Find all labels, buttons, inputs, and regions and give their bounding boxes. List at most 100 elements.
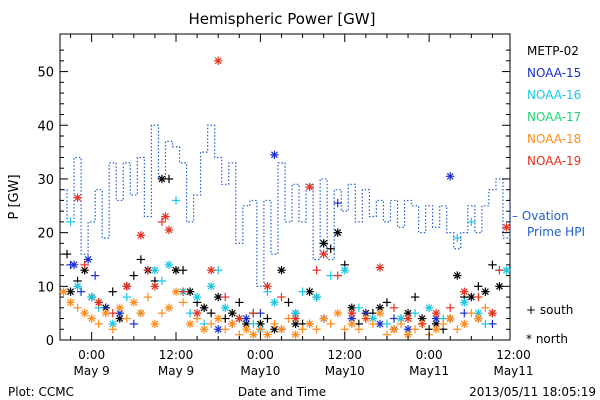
point-metp-02-plus (178, 266, 188, 275)
point-noaa-18-plus (143, 292, 153, 302)
x-tick-time-label: 12:00 (159, 348, 194, 362)
point-noaa-19-star (431, 308, 441, 318)
point-metp-02-plus (235, 298, 244, 307)
point-noaa-18-star (199, 325, 209, 334)
legend: METP-02 NOAA-15 NOAA-16 NOAA-17 NOAA-18 NOAA-… (512, 44, 585, 239)
x-tick-time-label: 0:00 (78, 348, 105, 362)
point-noaa-16-star (340, 266, 349, 275)
legend-ovation-line2: Prime HPI (527, 225, 585, 239)
point-noaa-18-star (375, 308, 385, 318)
point-metp-02-star (495, 282, 504, 291)
y-tick-label: 20 (37, 227, 54, 242)
point-metp-02-star (305, 287, 314, 296)
x-tick-date-label: May 9 (158, 364, 194, 378)
point-noaa-15-plus (389, 314, 399, 323)
plot-border (59, 33, 511, 341)
point-metp-02-star (453, 271, 462, 280)
point-noaa-19-star (206, 266, 216, 275)
point-noaa-15-star (446, 172, 455, 181)
point-metp-02-plus (410, 292, 420, 302)
point-noaa-15-plus (90, 271, 100, 280)
point-noaa-16-plus (122, 292, 131, 302)
legend-north-symbol: * north (526, 332, 568, 346)
point-noaa-18-plus (206, 319, 216, 329)
point-noaa-18-star (115, 303, 124, 312)
point-noaa-16-star (150, 266, 160, 275)
point-metp-02-plus (206, 308, 216, 318)
point-noaa-16-star (424, 303, 434, 312)
point-noaa-18-star (164, 303, 174, 312)
point-noaa-19-star (136, 231, 146, 240)
point-noaa-18-star (319, 314, 328, 323)
point-noaa-18-star (171, 287, 181, 296)
x-tick-time-label: 0:00 (416, 348, 443, 362)
point-metp-02-star (481, 287, 490, 296)
point-noaa-19-star (164, 225, 174, 235)
point-metp-02-star (403, 308, 413, 318)
point-noaa-16-plus (157, 276, 167, 286)
point-noaa-18-star (474, 314, 483, 323)
point-noaa-18-star (228, 319, 237, 329)
point-noaa-15-plus (256, 308, 265, 318)
point-noaa-19-plus (446, 303, 455, 312)
point-noaa-16-plus (171, 196, 181, 205)
point-metp-02-star (228, 308, 237, 318)
y-axis-label: P [GW] (7, 174, 22, 219)
point-noaa-16-star (270, 298, 279, 307)
point-noaa-16-plus (453, 233, 462, 243)
point-noaa-18-star (66, 298, 75, 307)
point-noaa-19-star (192, 308, 202, 318)
point-noaa-19-plus (389, 303, 399, 312)
point-noaa-18-plus (410, 325, 420, 334)
point-noaa-15-star (83, 255, 93, 264)
point-noaa-15-star (242, 314, 251, 323)
point-noaa-19-star (502, 223, 511, 232)
x-tick-date-label: May 9 (74, 364, 110, 378)
point-noaa-18-star (101, 308, 110, 318)
point-noaa-19-star (375, 263, 385, 272)
point-metp-02-plus (108, 287, 117, 296)
plot-area (59, 33, 511, 341)
y-tick-label: 40 (37, 119, 54, 134)
point-noaa-18-star (214, 314, 223, 323)
point-metp-02-plus (263, 314, 272, 323)
point-noaa-18-plus (284, 314, 293, 323)
point-noaa-19-star (347, 308, 356, 318)
point-noaa-19-plus (312, 266, 321, 275)
point-noaa-16-plus (410, 308, 420, 318)
legend-south-symbol: + south (526, 303, 573, 317)
point-noaa-18-star (389, 325, 399, 334)
axes: 0 10 20 30 40 50 0:00 May 9 12:00 May 9 0:00 May10 1… (37, 34, 534, 378)
point-noaa-19-star (150, 282, 160, 291)
legend-noaa-18: NOAA-18 (527, 132, 581, 146)
legend-noaa-15: NOAA-15 (527, 66, 581, 80)
point-metp-02-star (199, 303, 209, 312)
point-noaa-18-plus (298, 325, 307, 334)
point-noaa-15-star (375, 319, 385, 329)
x-tick-date-label: May10 (325, 364, 365, 378)
point-noaa-15-plus (333, 198, 342, 208)
point-noaa-18-star (460, 319, 469, 329)
point-noaa-19-plus (221, 292, 230, 302)
point-noaa-16-plus (481, 319, 490, 329)
point-noaa-16-plus (298, 287, 307, 296)
point-noaa-18-star (242, 325, 251, 334)
point-noaa-15-plus (129, 319, 139, 329)
satellite-points (59, 56, 511, 339)
point-noaa-16-plus (354, 303, 364, 312)
point-noaa-19-star (122, 282, 131, 291)
legend-metp-02: METP-02 (527, 44, 579, 58)
point-noaa-19-star (214, 56, 223, 66)
point-noaa-16-star (206, 282, 216, 291)
point-noaa-16-plus (214, 266, 223, 275)
point-noaa-16-plus (66, 217, 75, 227)
legend-noaa-19: NOAA-19 (527, 154, 581, 168)
point-noaa-16-star (73, 282, 82, 291)
point-metp-02-star (214, 292, 223, 302)
point-metp-02-star (157, 174, 167, 184)
point-noaa-18-plus (481, 303, 490, 312)
point-noaa-16-star (164, 260, 174, 270)
point-metp-02-plus (164, 174, 174, 184)
point-noaa-18-star (150, 319, 160, 329)
point-metp-02-star (277, 266, 286, 275)
